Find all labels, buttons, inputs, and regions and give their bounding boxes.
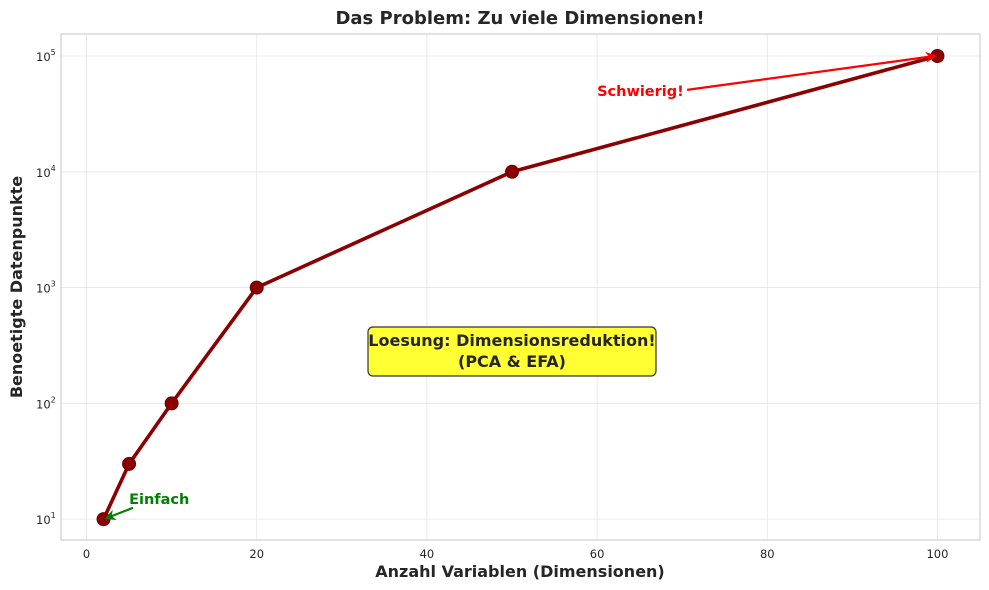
y-tick-label: 103 [36,280,56,296]
series-layer [96,49,945,527]
chart-title: Das Problem: Zu viele Dimensionen! [335,8,704,29]
annotation-arrow [686,51,937,91]
data-point [504,164,519,179]
solution-box-line-1: Loesung: Dimensionsreduktion! [368,331,655,350]
y-tick-label: 104 [36,164,56,180]
tick-labels: 0 20 40 60 80 100 101 102 103 104 105 [36,48,948,561]
x-tick-label: 60 [590,547,605,561]
x-tick-label: 40 [420,547,435,561]
x-tick-label: 0 [83,547,90,561]
annotation-arrow [104,506,134,521]
x-tick-label: 100 [926,547,948,561]
solution-box: Loesung: Dimensionsreduktion! (PCA & EFA… [367,326,657,377]
y-tick-label: 102 [36,395,56,411]
y-tick-label: 105 [36,48,56,64]
x-axis-label: Anzahl Variablen (Dimensionen) [375,562,665,581]
annotation-label: Einfach [129,492,189,508]
series-line [101,54,940,521]
y-tick-label: 101 [36,511,56,527]
plot-frame [60,33,981,541]
data-point [122,456,137,471]
data-point [96,512,111,527]
grid [61,34,980,540]
x-tick-label: 20 [249,547,264,561]
x-tick-label: 80 [760,547,775,561]
annotation-layer: Einfach Schwierig! [104,51,937,521]
annotation-label: Schwierig! [597,84,684,100]
data-point [164,396,179,411]
data-point [249,280,264,295]
solution-box-line-2: (PCA & EFA) [458,352,566,371]
solution-box-background [367,326,657,377]
y-axis-label: Benoetigte Datenpunkte [7,176,26,398]
